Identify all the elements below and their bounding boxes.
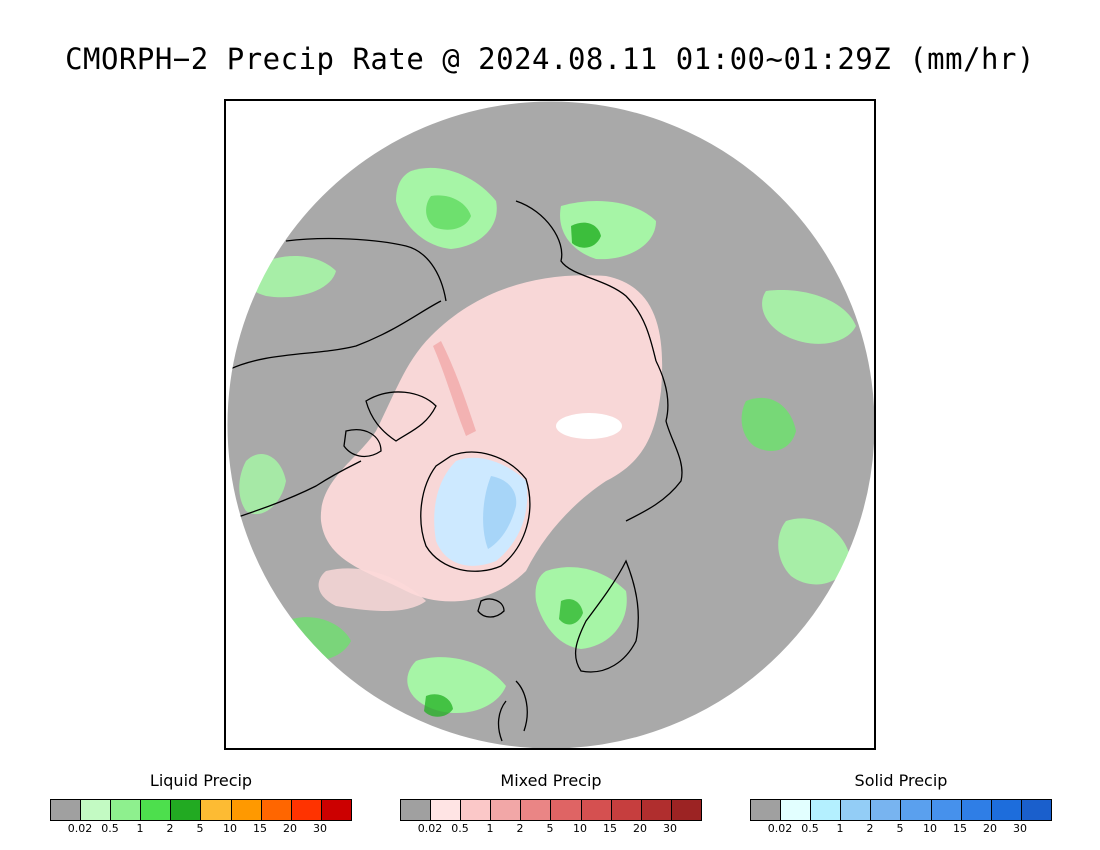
legend-liquid-tick-label: 0.02 — [67, 822, 93, 835]
legend-mixed: Mixed Precip 0.02 0.5 1 2 5 10 15 20 30 — [400, 770, 702, 835]
coast-north-america — [227, 300, 442, 522]
liquid-precip-ural — [741, 397, 796, 451]
legend-liquid-swatch — [261, 800, 292, 820]
legend-mixed-tick-label: 15 — [603, 822, 617, 835]
legend-solid-tick-label: 0.02 — [767, 822, 793, 835]
legend-solid-tick-label: 30 — [1013, 822, 1027, 835]
legend-solid-tick-label: 10 — [923, 822, 937, 835]
legend-mixed-swatch — [551, 800, 582, 820]
legend-mixed-tick-label: 30 — [663, 822, 677, 835]
legend-liquid-swatch — [231, 800, 262, 820]
legend-liquid-tick-label: 10 — [223, 822, 237, 835]
liquid-precip-russia — [762, 290, 856, 344]
legend-liquid-colorbar — [50, 799, 352, 821]
legend-liquid-tick-label: 1 — [136, 822, 144, 835]
legend-liquid-swatch — [141, 800, 172, 820]
chart-title: CMORPH−2 Precip Rate @ 2024.08.11 01:00~… — [65, 42, 1035, 76]
legend-solid-swatch — [931, 800, 962, 820]
legend-liquid-tick-label: 0.5 — [101, 822, 119, 835]
legend-mixed-tick-label: 10 — [573, 822, 587, 835]
polar-precip-map — [224, 99, 876, 750]
legend-solid-tick-label: 2 — [866, 822, 874, 835]
legend-mixed-swatch — [461, 800, 492, 820]
coast-uk — [497, 680, 528, 742]
legend-liquid-tick-label: 30 — [313, 822, 327, 835]
legend-solid-swatch — [961, 800, 992, 820]
legend-mixed-swatch — [671, 800, 701, 820]
legend-liquid-ticks: 0.02 0.5 1 2 5 10 15 20 30 — [50, 821, 350, 835]
legend-liquid-tick-label: 15 — [253, 822, 267, 835]
coast-alaska — [285, 237, 447, 302]
legend-mixed-tick-label: 5 — [546, 822, 554, 835]
legend-mixed-swatch — [431, 800, 462, 820]
liquid-precip-alaska-core — [426, 195, 471, 230]
liquid-precip-europe — [778, 518, 851, 585]
legend-mixed-tick-label: 0.5 — [451, 822, 469, 835]
solid-precip-greenland-core — [483, 476, 517, 549]
polar-map-canvas — [226, 101, 874, 748]
map-disc-outline — [226, 101, 874, 748]
legend-liquid-swatch — [291, 800, 322, 820]
legend-mixed-swatch — [401, 800, 432, 820]
legend-mixed-swatch — [581, 800, 612, 820]
coastlines — [227, 200, 683, 742]
mixed-precip-north-atlantic — [318, 568, 426, 611]
legend-liquid-title: Liquid Precip — [149, 771, 253, 790]
legend-liquid-tick-label: 2 — [166, 822, 174, 835]
legend-solid-tick-label: 5 — [896, 822, 904, 835]
legend-solid-title: Solid Precip — [854, 771, 948, 790]
legend-mixed-swatch — [611, 800, 642, 820]
legend-liquid-swatch — [81, 800, 112, 820]
legend-liquid-swatch — [321, 800, 351, 820]
legend-solid-swatch — [841, 800, 872, 820]
legend-mixed-tick-label: 2 — [516, 822, 524, 835]
legend-mixed-swatch — [641, 800, 672, 820]
legend-mixed-tick-label: 0.02 — [417, 822, 443, 835]
coast-siberia — [515, 200, 657, 362]
legend-solid-swatch — [781, 800, 812, 820]
coast-scandinavia — [574, 559, 639, 673]
legend-mixed-swatch — [521, 800, 552, 820]
mixed-precip-band — [433, 341, 476, 436]
liquid-precip-scandinavia-core — [559, 599, 583, 625]
legend-solid-swatch — [901, 800, 932, 820]
legend-solid: Solid Precip 0.02 0.5 1 2 5 10 15 20 30 — [750, 770, 1052, 835]
legend-solid-swatch — [811, 800, 842, 820]
legend-liquid-swatch — [111, 800, 142, 820]
legend-mixed-colorbar — [400, 799, 702, 821]
legend-liquid-tick-label: 5 — [196, 822, 204, 835]
coast-russia-north — [625, 360, 683, 522]
legend-solid-swatch — [991, 800, 1022, 820]
liquid-precip-canada — [239, 453, 286, 515]
legend-solid-swatch — [751, 800, 782, 820]
legend-mixed-tick-label: 20 — [633, 822, 647, 835]
legend-mixed-swatch — [491, 800, 522, 820]
coast-canadian-archipelago — [343, 391, 437, 458]
legend-solid-swatch — [1021, 800, 1051, 820]
legend-liquid-swatch — [51, 800, 82, 820]
legend-solid-colorbar — [750, 799, 1052, 821]
legend-solid-swatch — [871, 800, 902, 820]
pole-hole — [556, 413, 622, 439]
legend-mixed-tick-label: 1 — [486, 822, 494, 835]
liquid-precip-uk-core — [424, 694, 453, 717]
legend-mixed-ticks: 0.02 0.5 1 2 5 10 15 20 30 — [400, 821, 700, 835]
mixed-precip-arctic — [320, 275, 663, 602]
legend-liquid-tick-label: 20 — [283, 822, 297, 835]
legend-solid-tick-label: 20 — [983, 822, 997, 835]
legend-solid-tick-label: 15 — [953, 822, 967, 835]
liquid-precip-siberia-core — [571, 222, 601, 248]
legend-solid-ticks: 0.02 0.5 1 2 5 10 15 20 30 — [750, 821, 1050, 835]
legend-solid-tick-label: 1 — [836, 822, 844, 835]
legend-mixed-title: Mixed Precip — [500, 771, 602, 790]
legend-solid-tick-label: 0.5 — [801, 822, 819, 835]
legend-liquid-swatch — [201, 800, 232, 820]
legend-liquid-swatch — [171, 800, 202, 820]
legend-liquid: Liquid Precip 0.02 0.5 1 2 5 10 15 20 30 — [50, 770, 352, 835]
coast-iceland — [477, 598, 505, 618]
coast-greenland — [420, 451, 531, 572]
